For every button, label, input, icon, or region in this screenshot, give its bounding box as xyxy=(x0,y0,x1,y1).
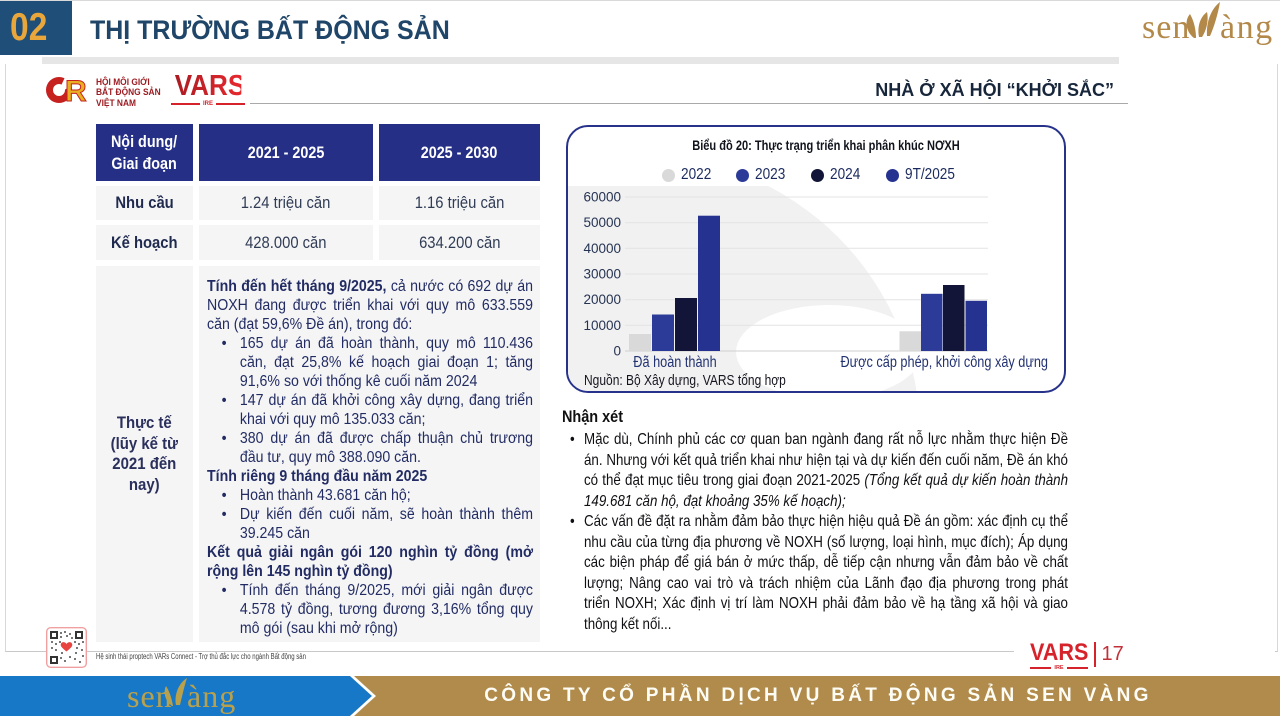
svg-text:30000: 30000 xyxy=(583,267,621,282)
svg-text:R: R xyxy=(65,75,87,103)
svg-text:40000: 40000 xyxy=(583,241,621,256)
svg-text:sen: sen xyxy=(1142,9,1190,46)
svg-text:sen: sen xyxy=(127,678,173,714)
svg-text:0: 0 xyxy=(613,344,621,359)
svg-text:10000: 10000 xyxy=(583,318,621,333)
svg-text:60000: 60000 xyxy=(583,190,621,205)
svg-text:50000: 50000 xyxy=(583,215,621,230)
svg-text:àng: àng xyxy=(1220,9,1274,46)
svg-text:20000: 20000 xyxy=(583,292,621,307)
svg-text:àng: àng xyxy=(187,678,236,714)
